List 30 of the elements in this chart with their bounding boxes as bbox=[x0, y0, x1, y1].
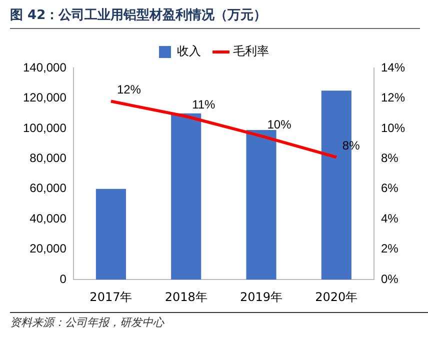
y-tick-label: 80,000 bbox=[30, 151, 67, 165]
legend-label: 毛利率 bbox=[233, 44, 269, 58]
y2-tick-label: 6% bbox=[380, 181, 399, 196]
x-tick-label: 2019年 bbox=[240, 290, 283, 304]
text: 资料来源：公司年报，研发中心 bbox=[10, 312, 428, 330]
bar bbox=[96, 188, 126, 280]
y2-tick-label: 8% bbox=[380, 151, 399, 165]
x-tick-label: 2017年 bbox=[90, 290, 132, 304]
legend-label: 收入 bbox=[177, 44, 201, 58]
bar bbox=[246, 130, 276, 280]
y2-tick-label: 12% bbox=[380, 90, 406, 105]
y2-tick-label: 10% bbox=[380, 120, 406, 135]
y-tick-label: 40,000 bbox=[30, 211, 67, 226]
y2-tick-label: 0% bbox=[380, 272, 399, 286]
y-tick-label: 0 bbox=[60, 272, 67, 286]
y2-tick-label: 14% bbox=[380, 60, 406, 74]
y-tick-label: 140,000 bbox=[22, 60, 67, 74]
y2-tick-label: 4% bbox=[380, 211, 399, 226]
data-label: 12% bbox=[116, 82, 142, 97]
data-label: 10% bbox=[267, 117, 292, 132]
y-tick-label: 20,000 bbox=[30, 242, 67, 256]
y2-tick-label: 2% bbox=[380, 242, 399, 256]
y-tick-label: 60,000 bbox=[30, 181, 67, 196]
x-tick-label: 2018年 bbox=[164, 290, 208, 304]
y-tick-label: 120,000 bbox=[22, 90, 67, 105]
bar bbox=[171, 113, 202, 280]
y-tick-label: 100,000 bbox=[22, 120, 67, 135]
x-tick-label: 2020年 bbox=[315, 290, 358, 304]
data-label: 11% bbox=[192, 98, 216, 112]
chart-title: 图 42：公司工业用铝型材盈利情况（万元） bbox=[10, 6, 420, 29]
